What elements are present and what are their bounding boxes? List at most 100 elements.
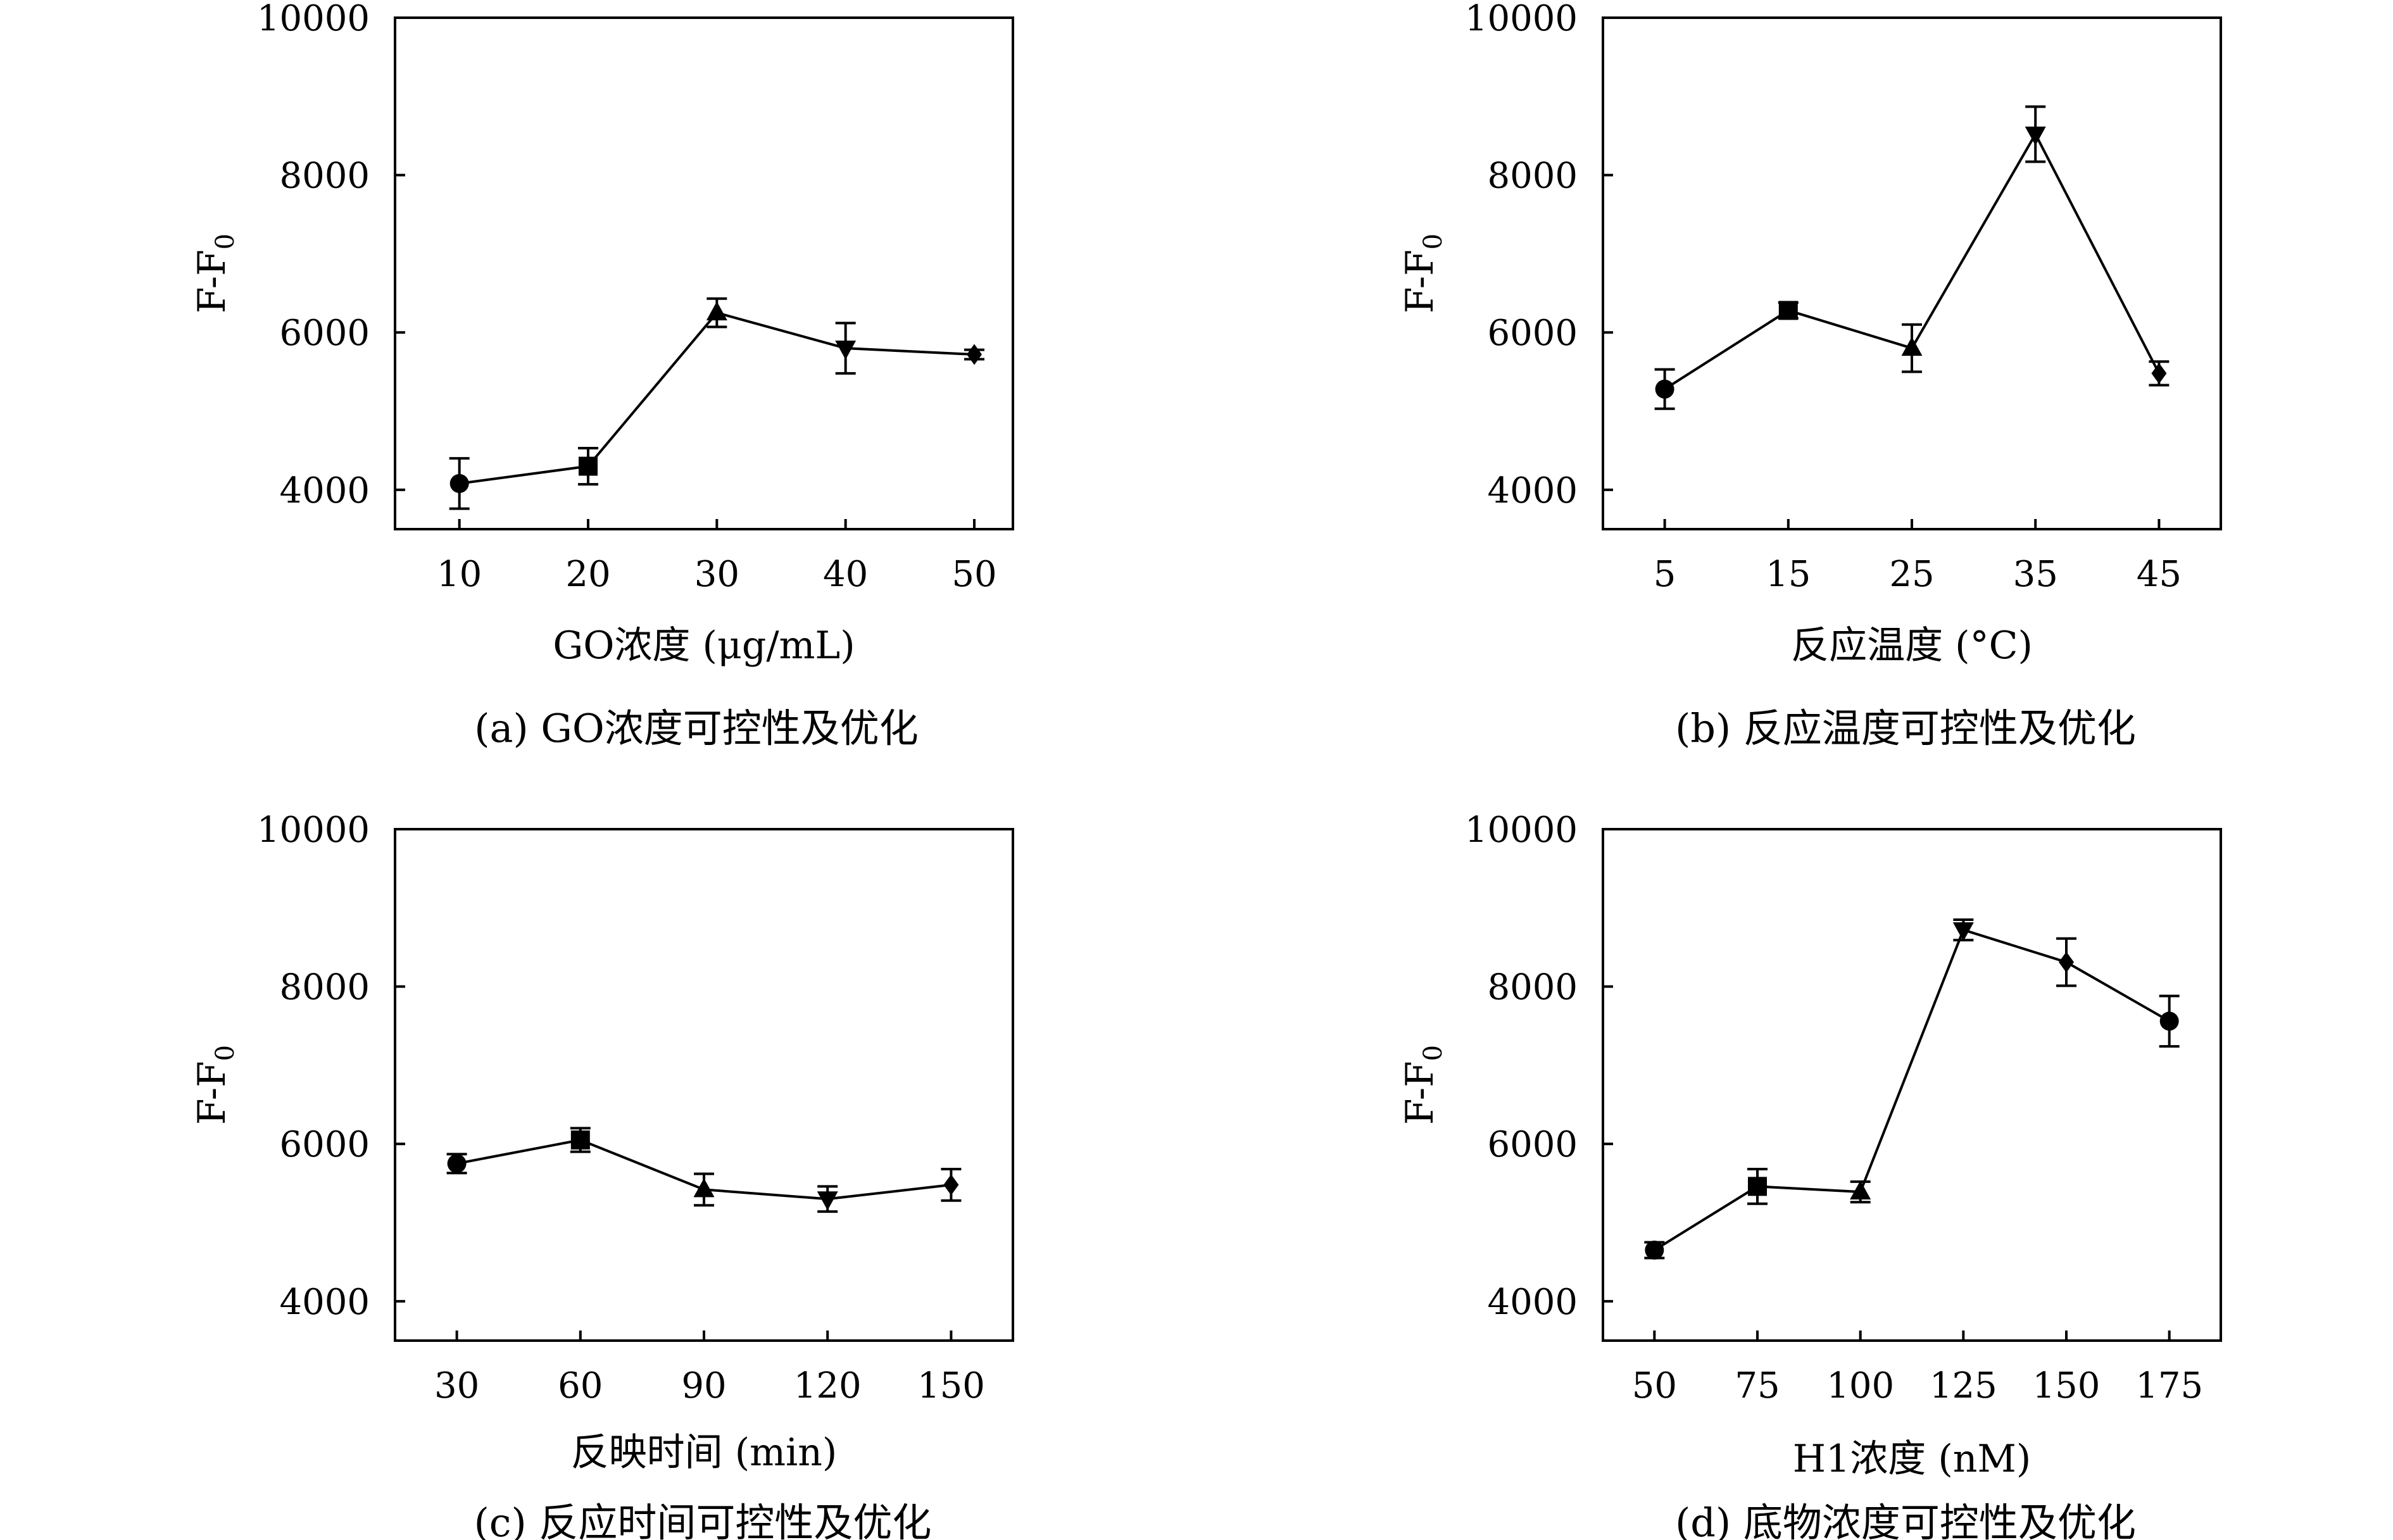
y-axis-label-main: F-F: [1398, 249, 1442, 313]
data-marker-square: [570, 1130, 590, 1150]
x-tick-labels: 30 60 90 120 150: [434, 1330, 985, 1406]
panel-d: 4000 6000 8000 10000 50 75 100 125 150 175 H1浓度 …: [1398, 810, 2222, 1540]
data-marker-square: [1748, 1177, 1767, 1196]
data-marker-triangle-up: [1901, 337, 1923, 356]
y-tick-label: 10000: [257, 810, 370, 851]
x-axis-label: 反映时间 (min): [571, 1430, 838, 1475]
data-marks: [1644, 918, 2180, 1260]
x-tick-label: 40: [823, 554, 868, 595]
y-tick-label: 4000: [1487, 470, 1578, 511]
y-tick-label: 8000: [279, 967, 370, 1008]
plot-frame: [1602, 16, 2222, 530]
y-tick-label: 10000: [257, 0, 370, 39]
x-tick-label: 175: [2135, 1365, 2203, 1406]
y-tick-label: 8000: [279, 156, 370, 197]
x-tick-label: 30: [434, 1365, 479, 1406]
data-marker-triangle-down: [2025, 126, 2046, 146]
y-tick-labels: 4000 6000 8000 10000: [257, 0, 405, 511]
y-axis-label-sub: 0: [1419, 234, 1448, 249]
x-tick-labels: 50 75 100 125 150 175: [1632, 1330, 2203, 1406]
y-tick-label: 4000: [279, 470, 370, 511]
y-tick-labels: 4000 6000 8000 10000: [1465, 0, 1613, 511]
data-marker-circle: [1645, 1241, 1664, 1260]
data-marker-circle: [2159, 1011, 2179, 1031]
x-tick-label: 150: [917, 1365, 985, 1406]
y-tick-label: 6000: [1487, 313, 1578, 354]
y-axis-label: F-F0: [1398, 234, 1448, 313]
data-marker-diamond: [943, 1174, 959, 1196]
y-tick-label: 8000: [1487, 967, 1578, 1008]
y-tick-label: 10000: [1465, 810, 1578, 851]
data-marker-circle: [447, 1154, 467, 1174]
data-marker-triangle-up: [1850, 1180, 1871, 1200]
y-axis-label: F-F0: [1398, 1045, 1448, 1125]
x-tick-label: 150: [2033, 1365, 2101, 1406]
data-marks: [1654, 105, 2170, 410]
x-tick-labels: 10 20 30 40 50: [437, 519, 997, 595]
y-axis-label-main: F-F: [190, 1061, 234, 1125]
x-tick-label: 20: [565, 554, 610, 595]
data-marker-diamond: [2059, 951, 2074, 973]
panel-c: 4000 6000 8000 10000 30 60 90 120 150 反映时间 (min…: [190, 810, 1014, 1540]
x-tick-label: 10: [437, 554, 482, 595]
y-axis-label-sub: 0: [211, 234, 240, 249]
x-tick-label: 125: [1930, 1365, 1997, 1406]
data-marker-triangle-down: [1952, 922, 1974, 942]
x-tick-label: 5: [1654, 554, 1676, 595]
panel-a: 4000 6000 8000 10000 10 20 30 40 50 GO浓度 (μg/mL…: [190, 0, 1014, 751]
x-tick-label: 50: [1632, 1365, 1677, 1406]
panel-caption: (b) 反应温度可控性及优化: [1675, 705, 2136, 751]
y-axis-label-sub: 0: [211, 1045, 240, 1061]
x-tick-label: 60: [558, 1365, 603, 1406]
data-marker-square: [1778, 301, 1798, 320]
data-marker-circle: [449, 473, 469, 493]
x-axis-label: H1浓度 (nM): [1793, 1437, 2031, 1481]
panel-caption: (d) 底物浓度可控性及优化: [1675, 1499, 2136, 1540]
y-tick-label: 8000: [1487, 156, 1578, 197]
y-tick-label: 4000: [1487, 1282, 1578, 1323]
y-tick-labels: 4000 6000 8000 10000: [257, 810, 405, 1323]
plot-frame: [1602, 828, 2222, 1342]
x-tick-label: 15: [1766, 554, 1811, 595]
data-marker-triangle-down: [817, 1191, 838, 1211]
x-tick-label: 25: [1889, 554, 1934, 595]
data-marker-triangle-down: [835, 341, 857, 360]
data-marker-diamond: [967, 344, 982, 365]
x-tick-label: 120: [794, 1365, 862, 1406]
panel-caption: (a) GO浓度可控性及优化: [474, 705, 918, 751]
y-tick-label: 6000: [279, 313, 370, 354]
y-axis-label: F-F0: [190, 234, 240, 313]
y-tick-label: 6000: [1487, 1124, 1578, 1165]
x-tick-label: 50: [952, 554, 996, 595]
y-tick-label: 6000: [279, 1124, 370, 1165]
x-tick-label: 30: [694, 554, 739, 595]
data-marks: [449, 297, 984, 510]
y-axis-label: F-F0: [190, 1045, 240, 1125]
x-tick-labels: 5 15 25 35 45: [1654, 519, 2182, 595]
panel-b: 4000 6000 8000 10000 5 15 25 35 45 反应温度 (°C) F-…: [1398, 0, 2222, 751]
series-line: [459, 311, 975, 485]
data-marker-circle: [1655, 379, 1674, 399]
x-tick-label: 90: [681, 1365, 726, 1406]
x-tick-label: 45: [2137, 554, 2182, 595]
y-tick-labels: 4000 6000 8000 10000: [1465, 810, 1613, 1323]
data-marker-square: [579, 456, 598, 476]
data-marker-triangle-up: [693, 1178, 715, 1198]
y-axis-label-main: F-F: [190, 249, 234, 313]
series-line: [1654, 928, 2170, 1251]
panel-caption: (c) 反应时间可控性及优化: [474, 1499, 932, 1540]
x-axis-label: GO浓度 (μg/mL): [553, 623, 855, 668]
y-tick-label: 10000: [1465, 0, 1578, 39]
x-tick-label: 35: [2013, 554, 2058, 595]
x-axis-label: 反应温度 (°C): [1791, 623, 2033, 668]
x-tick-label: 75: [1735, 1365, 1780, 1406]
data-marker-triangle-up: [706, 301, 727, 321]
plot-frame: [394, 828, 1014, 1342]
y-tick-label: 4000: [279, 1282, 370, 1323]
data-marks: [446, 1127, 962, 1213]
plot-frame: [394, 16, 1014, 530]
y-axis-label-sub: 0: [1419, 1045, 1448, 1061]
data-marker-diamond: [2151, 363, 2167, 384]
x-tick-label: 100: [1826, 1365, 1894, 1406]
